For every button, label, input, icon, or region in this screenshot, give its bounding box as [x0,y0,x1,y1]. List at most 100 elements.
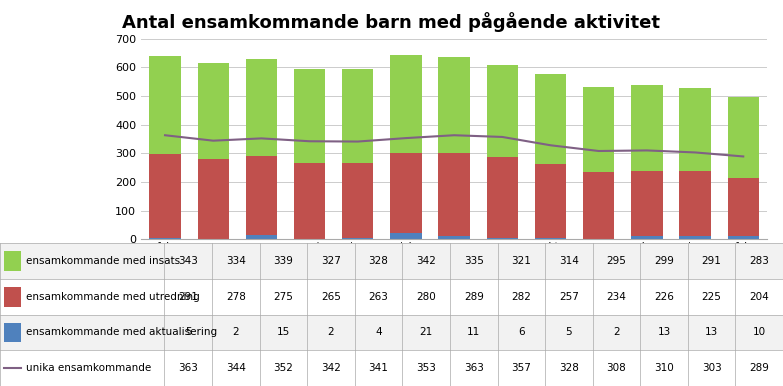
Text: 11: 11 [467,327,480,337]
Bar [390,55,421,153]
Text: 291: 291 [179,292,198,302]
Text: 13: 13 [705,327,718,337]
Text: 291: 291 [702,256,722,266]
Text: ensamkommande med aktualisering: ensamkommande med aktualisering [26,327,217,337]
Text: 10: 10 [752,327,766,337]
Text: 6: 6 [518,327,525,337]
Text: 303: 303 [702,363,721,373]
Text: 295: 295 [607,256,626,266]
Bar [535,164,566,238]
Bar [294,69,325,163]
Bar [535,74,566,164]
Text: 335: 335 [464,256,484,266]
Text: ensamkommande med utredning: ensamkommande med utredning [26,292,200,302]
Bar [342,69,373,163]
Bar [680,88,711,171]
Bar [197,63,229,159]
Bar [727,97,759,178]
Text: 308: 308 [607,363,626,373]
Bar [438,153,470,236]
Text: 280: 280 [417,292,436,302]
Text: ensamkommande med insats: ensamkommande med insats [26,256,180,266]
Text: 328: 328 [369,256,388,266]
Text: 342: 342 [321,363,341,373]
Bar [150,56,181,154]
Bar [0,315,783,350]
Bar [631,171,662,235]
Bar [4,251,21,271]
Bar [680,171,711,235]
Text: 278: 278 [226,292,246,302]
Bar [150,154,181,238]
Bar [0,279,783,315]
Text: 204: 204 [749,292,769,302]
Bar [583,172,615,239]
Bar [150,238,181,239]
Text: 21: 21 [420,327,433,337]
Bar [0,243,783,279]
Text: Antal ensamkommande barn med pågående aktivitet: Antal ensamkommande barn med pågående ak… [122,12,661,32]
Text: 225: 225 [702,292,722,302]
Bar [246,235,277,239]
Text: 334: 334 [226,256,246,266]
Text: 341: 341 [369,363,388,373]
Bar [246,156,277,235]
Bar [342,238,373,239]
Bar [0,350,783,386]
Text: 2: 2 [613,327,620,337]
Text: 363: 363 [464,363,484,373]
Text: 327: 327 [321,256,341,266]
Bar [438,57,470,153]
Bar [535,238,566,239]
Text: 275: 275 [273,292,294,302]
Text: 5: 5 [565,327,572,337]
Bar [294,163,325,239]
Text: 299: 299 [654,256,674,266]
Bar [631,85,662,171]
Text: 289: 289 [464,292,484,302]
Text: 344: 344 [226,363,246,373]
Text: 15: 15 [276,327,290,337]
Text: 339: 339 [273,256,294,266]
Text: 282: 282 [511,292,531,302]
Bar [487,157,518,238]
Text: 226: 226 [654,292,674,302]
Text: 5: 5 [185,327,192,337]
Text: 257: 257 [559,292,579,302]
Text: 2: 2 [233,327,239,337]
Bar [197,159,229,239]
Bar [727,237,759,239]
Text: 4: 4 [375,327,382,337]
Bar [4,323,21,342]
Text: 2: 2 [327,327,334,337]
Bar [680,235,711,239]
Bar [390,153,421,233]
Bar [438,236,470,239]
Bar [4,287,21,306]
Bar [583,87,615,172]
Text: 13: 13 [658,327,671,337]
Bar [631,235,662,239]
Text: 265: 265 [321,292,341,302]
Text: 310: 310 [654,363,674,373]
Bar [487,238,518,239]
Text: 357: 357 [511,363,531,373]
Bar [487,65,518,157]
Text: 343: 343 [179,256,198,266]
Bar [390,233,421,239]
Text: 283: 283 [749,256,769,266]
Text: 352: 352 [273,363,294,373]
Text: 342: 342 [417,256,436,266]
Text: 289: 289 [749,363,769,373]
Text: unika ensamkommande: unika ensamkommande [26,363,151,373]
Text: 321: 321 [511,256,531,266]
Text: 363: 363 [179,363,198,373]
Text: 234: 234 [607,292,626,302]
Bar [342,163,373,238]
Text: 328: 328 [559,363,579,373]
Bar [727,178,759,237]
Text: 353: 353 [417,363,436,373]
Text: 314: 314 [559,256,579,266]
Bar [246,59,277,156]
Text: 263: 263 [369,292,388,302]
